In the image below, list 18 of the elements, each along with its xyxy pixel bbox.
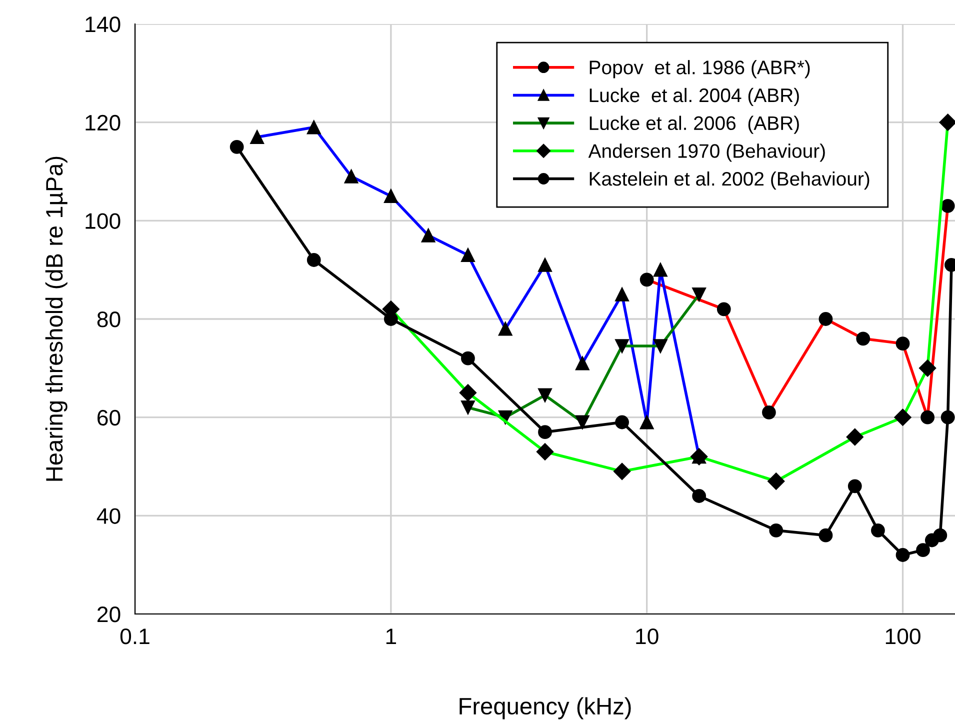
legend-label: Andersen 1970 (Behaviour) [588, 144, 825, 162]
y-tick-label: 120 [86, 114, 120, 131]
x-tick-label: 0.1 [120, 628, 150, 644]
legend-label: Lucke et al. 2004 (ABR) [590, 88, 799, 106]
x-tick-label: 10 [636, 628, 658, 644]
legend-label: Lucke et al. 2006 (ABR) [590, 116, 799, 134]
y-tick-label: 100 [86, 213, 120, 229]
x-axis-title: Frequency (kHz) [460, 697, 631, 720]
y-axis-title: Hearing threshold (dB re 1µPa) [45, 156, 68, 481]
y-tick-label: 140 [86, 16, 120, 32]
y-tick-label: 20 [98, 606, 120, 622]
legend-label: Kastelein et al. 2002 (Behaviour) [590, 171, 870, 190]
legend-label: Popov et al. 1986 (ABR*) [590, 60, 810, 78]
x-tick-label: 100 [886, 628, 920, 644]
y-tick-label: 80 [97, 312, 120, 328]
y-tick-label: 60 [98, 410, 120, 426]
x-tick-label: 1 [386, 628, 396, 644]
y-tick-label: 40 [96, 508, 120, 524]
